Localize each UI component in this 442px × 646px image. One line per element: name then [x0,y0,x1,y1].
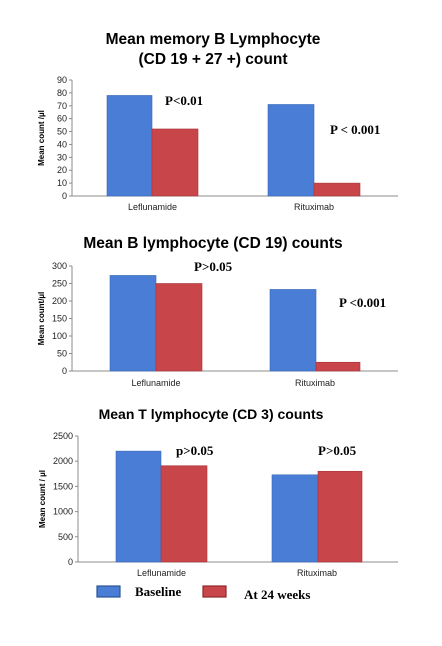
y-tick-label: 300 [52,261,67,271]
legend-swatch [202,585,227,598]
chart-title: Mean memory B Lymphocyte [106,31,321,48]
baseline-bar-rituximab [269,289,317,372]
baseline-bar-leflunamide [106,95,153,197]
y-tick-label: 2000 [53,456,73,466]
y-tick-label: 10 [57,178,67,188]
category-label: Leflunamide [137,568,186,578]
category-label: Rituximab [294,202,334,212]
y-axis-label: Mean count / µl [38,470,47,528]
y-tick-label: 60 [57,114,67,124]
y-axis-label: Mean count /µl [37,110,46,166]
y-tick-label: 200 [52,296,67,306]
chart-title: Mean T lymphocyte (CD 3) counts [99,406,324,422]
chart-title: Mean B lymphocyte (CD 19) counts [83,235,342,252]
y-tick-label: 80 [57,88,67,98]
week24-bar-rituximab [313,182,361,197]
legend-label: At 24 weeks [244,587,310,602]
y-axis-label: Mean count/µl [37,292,46,346]
chart-1: Mean memory B Lymphocyte (CD 19 + 27 +) c… [37,31,398,212]
y-tick-label: 250 [52,279,67,289]
p-value-annotation: P <0.001 [339,295,386,310]
y-tick-label: 90 [57,75,67,85]
week24-bar-rituximab [315,361,361,372]
baseline-bar-rituximab [267,104,315,197]
week24-bar-leflunamide [151,128,199,197]
y-tick-label: 70 [57,101,67,111]
y-tick-label: 2500 [53,431,73,441]
p-value-annotation: P>0.05 [318,443,357,458]
week24-bar-rituximab [317,470,363,563]
week24-bar-leflunamide [155,283,203,372]
baseline-bar-leflunamide [109,275,157,372]
category-label: Rituximab [297,568,337,578]
y-tick-label: 30 [57,152,67,162]
category-label: Leflunamide [128,202,177,212]
category-label: Leflunamide [131,378,180,388]
y-tick-label: 0 [68,557,73,567]
y-tick-label: 0 [62,366,67,376]
baseline-bar-leflunamide [115,450,162,563]
y-tick-label: 20 [57,165,67,175]
chart-3: Mean T lymphocyte (CD 3) counts 0 500 1000 1… [38,406,398,578]
p-value-annotation: p>0.05 [176,443,214,458]
y-tick-label: 1000 [53,507,73,517]
category-label: Rituximab [295,378,335,388]
chart-2: Mean B lymphocyte (CD 19) counts 0 50 100 15… [37,235,398,388]
chart-title: (CD 19 + 27 +) count [138,51,287,68]
week24-bar-leflunamide [160,465,208,563]
y-tick-label: 1500 [53,481,73,491]
legend-swatch [96,585,121,598]
p-value-annotation: P>0.05 [194,259,233,274]
baseline-bar-rituximab [271,474,319,563]
y-tick-label: 500 [58,532,73,542]
p-value-annotation: P<0.01 [165,93,203,108]
y-tick-label: 40 [57,139,67,149]
legend-label: Baseline [135,584,181,599]
y-tick-label: 50 [57,127,67,137]
p-value-annotation: P < 0.001 [330,122,380,137]
legend: Baseline At 24 weeks [96,584,310,602]
y-tick-label: 0 [62,191,67,201]
y-tick-label: 100 [52,331,67,341]
y-tick-label: 50 [57,349,67,359]
y-tick-label: 150 [52,314,67,324]
